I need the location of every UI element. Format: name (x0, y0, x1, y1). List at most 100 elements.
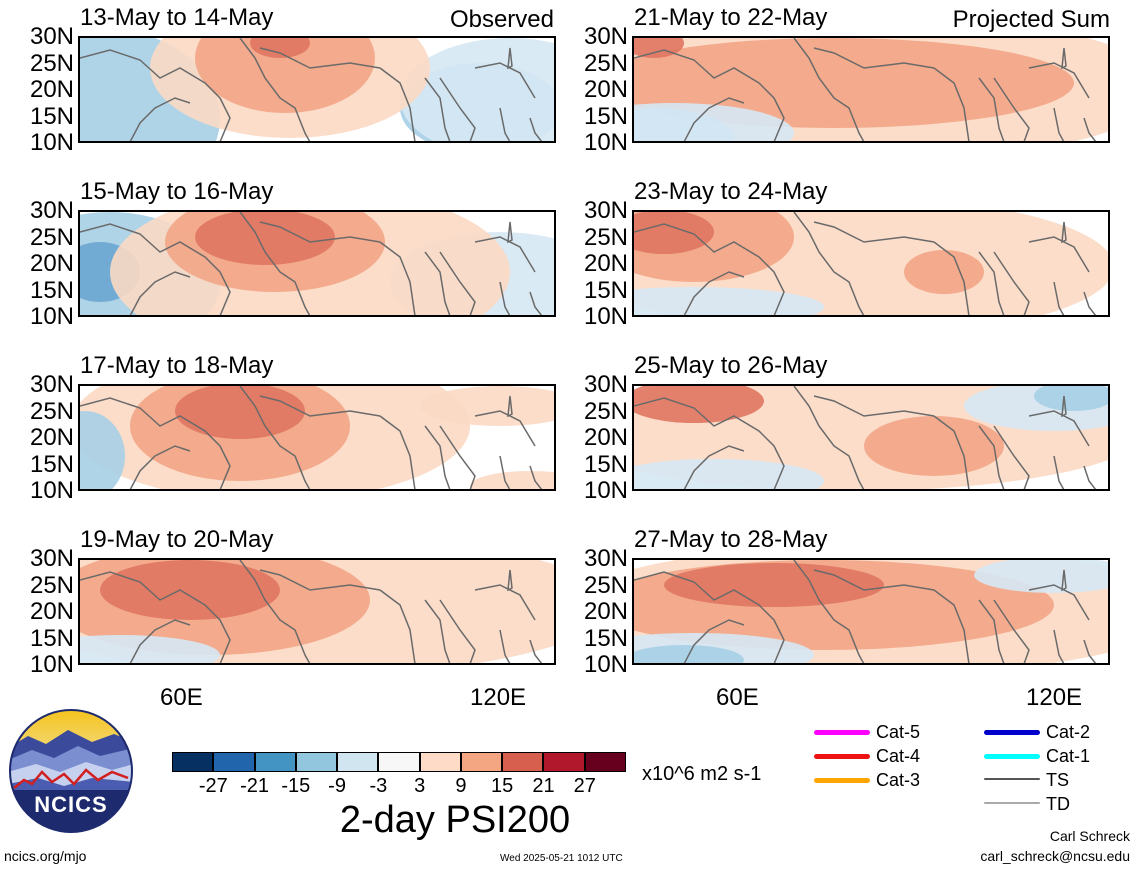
legend-line (984, 802, 1040, 804)
coastline (80, 397, 231, 489)
coastline (439, 599, 476, 663)
lat-label: 15N (29, 624, 74, 652)
map-panel-1 (78, 36, 556, 143)
psi-shading (250, 38, 310, 58)
logo-text: NCICS (34, 792, 108, 817)
coastline (1083, 117, 1097, 141)
panel-title: 15-May to 16-May (80, 178, 274, 205)
coastline (507, 47, 513, 70)
coastline (239, 560, 311, 663)
map-svg (634, 38, 1108, 141)
colorbar-tick: 9 (455, 775, 467, 797)
coastline (529, 465, 543, 489)
footer-timestamp: Wed 2025-05-21 1012 UTC (500, 853, 623, 864)
panel-label: Projected Sum (952, 6, 1110, 33)
coastline (793, 212, 865, 315)
lat-label: 20N (29, 76, 74, 103)
map-svg (80, 560, 554, 663)
coastline (1028, 236, 1090, 273)
psi-shading (634, 103, 794, 141)
legend-label: TD (1046, 794, 1070, 814)
coastline (1053, 107, 1065, 141)
lat-label: 10N (29, 129, 74, 156)
psi-shading (100, 560, 280, 620)
coastline (499, 455, 511, 489)
footer-email: carl_schreck@ncsu.edu (980, 848, 1130, 864)
map-panel-5 (78, 384, 556, 491)
lat-label: 15N (583, 102, 628, 130)
coastline (933, 67, 970, 141)
legend-label: Cat-5 (876, 722, 921, 742)
lat-label: 10N (583, 651, 628, 678)
lat-label: 25N (29, 49, 74, 77)
footer-site: ncics.org/mjo (4, 848, 87, 864)
coastline (793, 386, 865, 489)
coastline (978, 251, 1005, 315)
lat-label: 30N (29, 545, 74, 572)
coastline (529, 117, 543, 141)
coastline (80, 571, 231, 663)
colorbar (172, 752, 626, 772)
map-panel-7 (78, 558, 556, 665)
coastline (439, 425, 476, 489)
coastline (507, 221, 513, 244)
coastline (239, 38, 311, 141)
lat-label: 10N (583, 129, 628, 156)
lat-label: 30N (583, 545, 628, 572)
coastline (259, 221, 381, 243)
panel-label: Observed (449, 6, 554, 33)
coastline (933, 415, 970, 489)
panel-title: 27-May to 28-May (634, 526, 828, 553)
psi-shading (634, 459, 824, 489)
lat-label: 30N (583, 23, 628, 50)
legend-label: TS (1046, 770, 1070, 790)
colorbar-swatch (584, 752, 626, 772)
lat-label: 20N (583, 598, 628, 625)
lat-label: 10N (583, 303, 628, 330)
psi-shading (470, 471, 554, 489)
coastline (813, 47, 935, 69)
map-svg (80, 386, 554, 489)
map-panel-8 (632, 558, 1110, 665)
lat-label: 25N (583, 223, 628, 251)
psi-shading (864, 416, 1004, 476)
colorbar-tick: -15 (281, 775, 311, 797)
coastline (529, 291, 543, 315)
coastline (634, 397, 785, 489)
colorbar-tick: 3 (414, 775, 426, 797)
coastline (424, 77, 451, 141)
coastline (379, 241, 416, 315)
lat-label: 10N (29, 651, 74, 678)
coastline (933, 589, 970, 663)
colorbar-swatch (502, 752, 544, 772)
colorbar-swatch (172, 752, 214, 772)
psi-shading (195, 38, 375, 113)
lat-label: 30N (583, 371, 628, 398)
coastline (813, 221, 935, 243)
coastline (1083, 639, 1097, 663)
lat-label: 20N (583, 76, 628, 103)
lat-label: 25N (583, 49, 628, 77)
map-svg (634, 386, 1108, 489)
lon-label-120e-left: 120E (470, 684, 527, 711)
legend-line (814, 730, 870, 735)
coastline (683, 271, 745, 315)
coastline (978, 425, 1005, 489)
lat-label: 15N (29, 276, 74, 304)
coastline (499, 281, 511, 315)
colorbar-swatch (460, 752, 503, 772)
coastline (1061, 47, 1067, 70)
panel-title: 19-May to 20-May (80, 526, 274, 553)
coastline (129, 97, 191, 141)
coastline (978, 599, 1005, 663)
lat-label: 20N (29, 424, 74, 451)
coastline (80, 49, 231, 141)
coastline (1053, 455, 1065, 489)
coastline (507, 395, 513, 418)
legend-label: Cat-1 (1046, 746, 1091, 766)
footer-author: Carl Schreck (1049, 828, 1130, 844)
coastline (1028, 410, 1090, 447)
coastline (993, 77, 1030, 141)
coastline (239, 212, 311, 315)
coastline (793, 38, 865, 141)
